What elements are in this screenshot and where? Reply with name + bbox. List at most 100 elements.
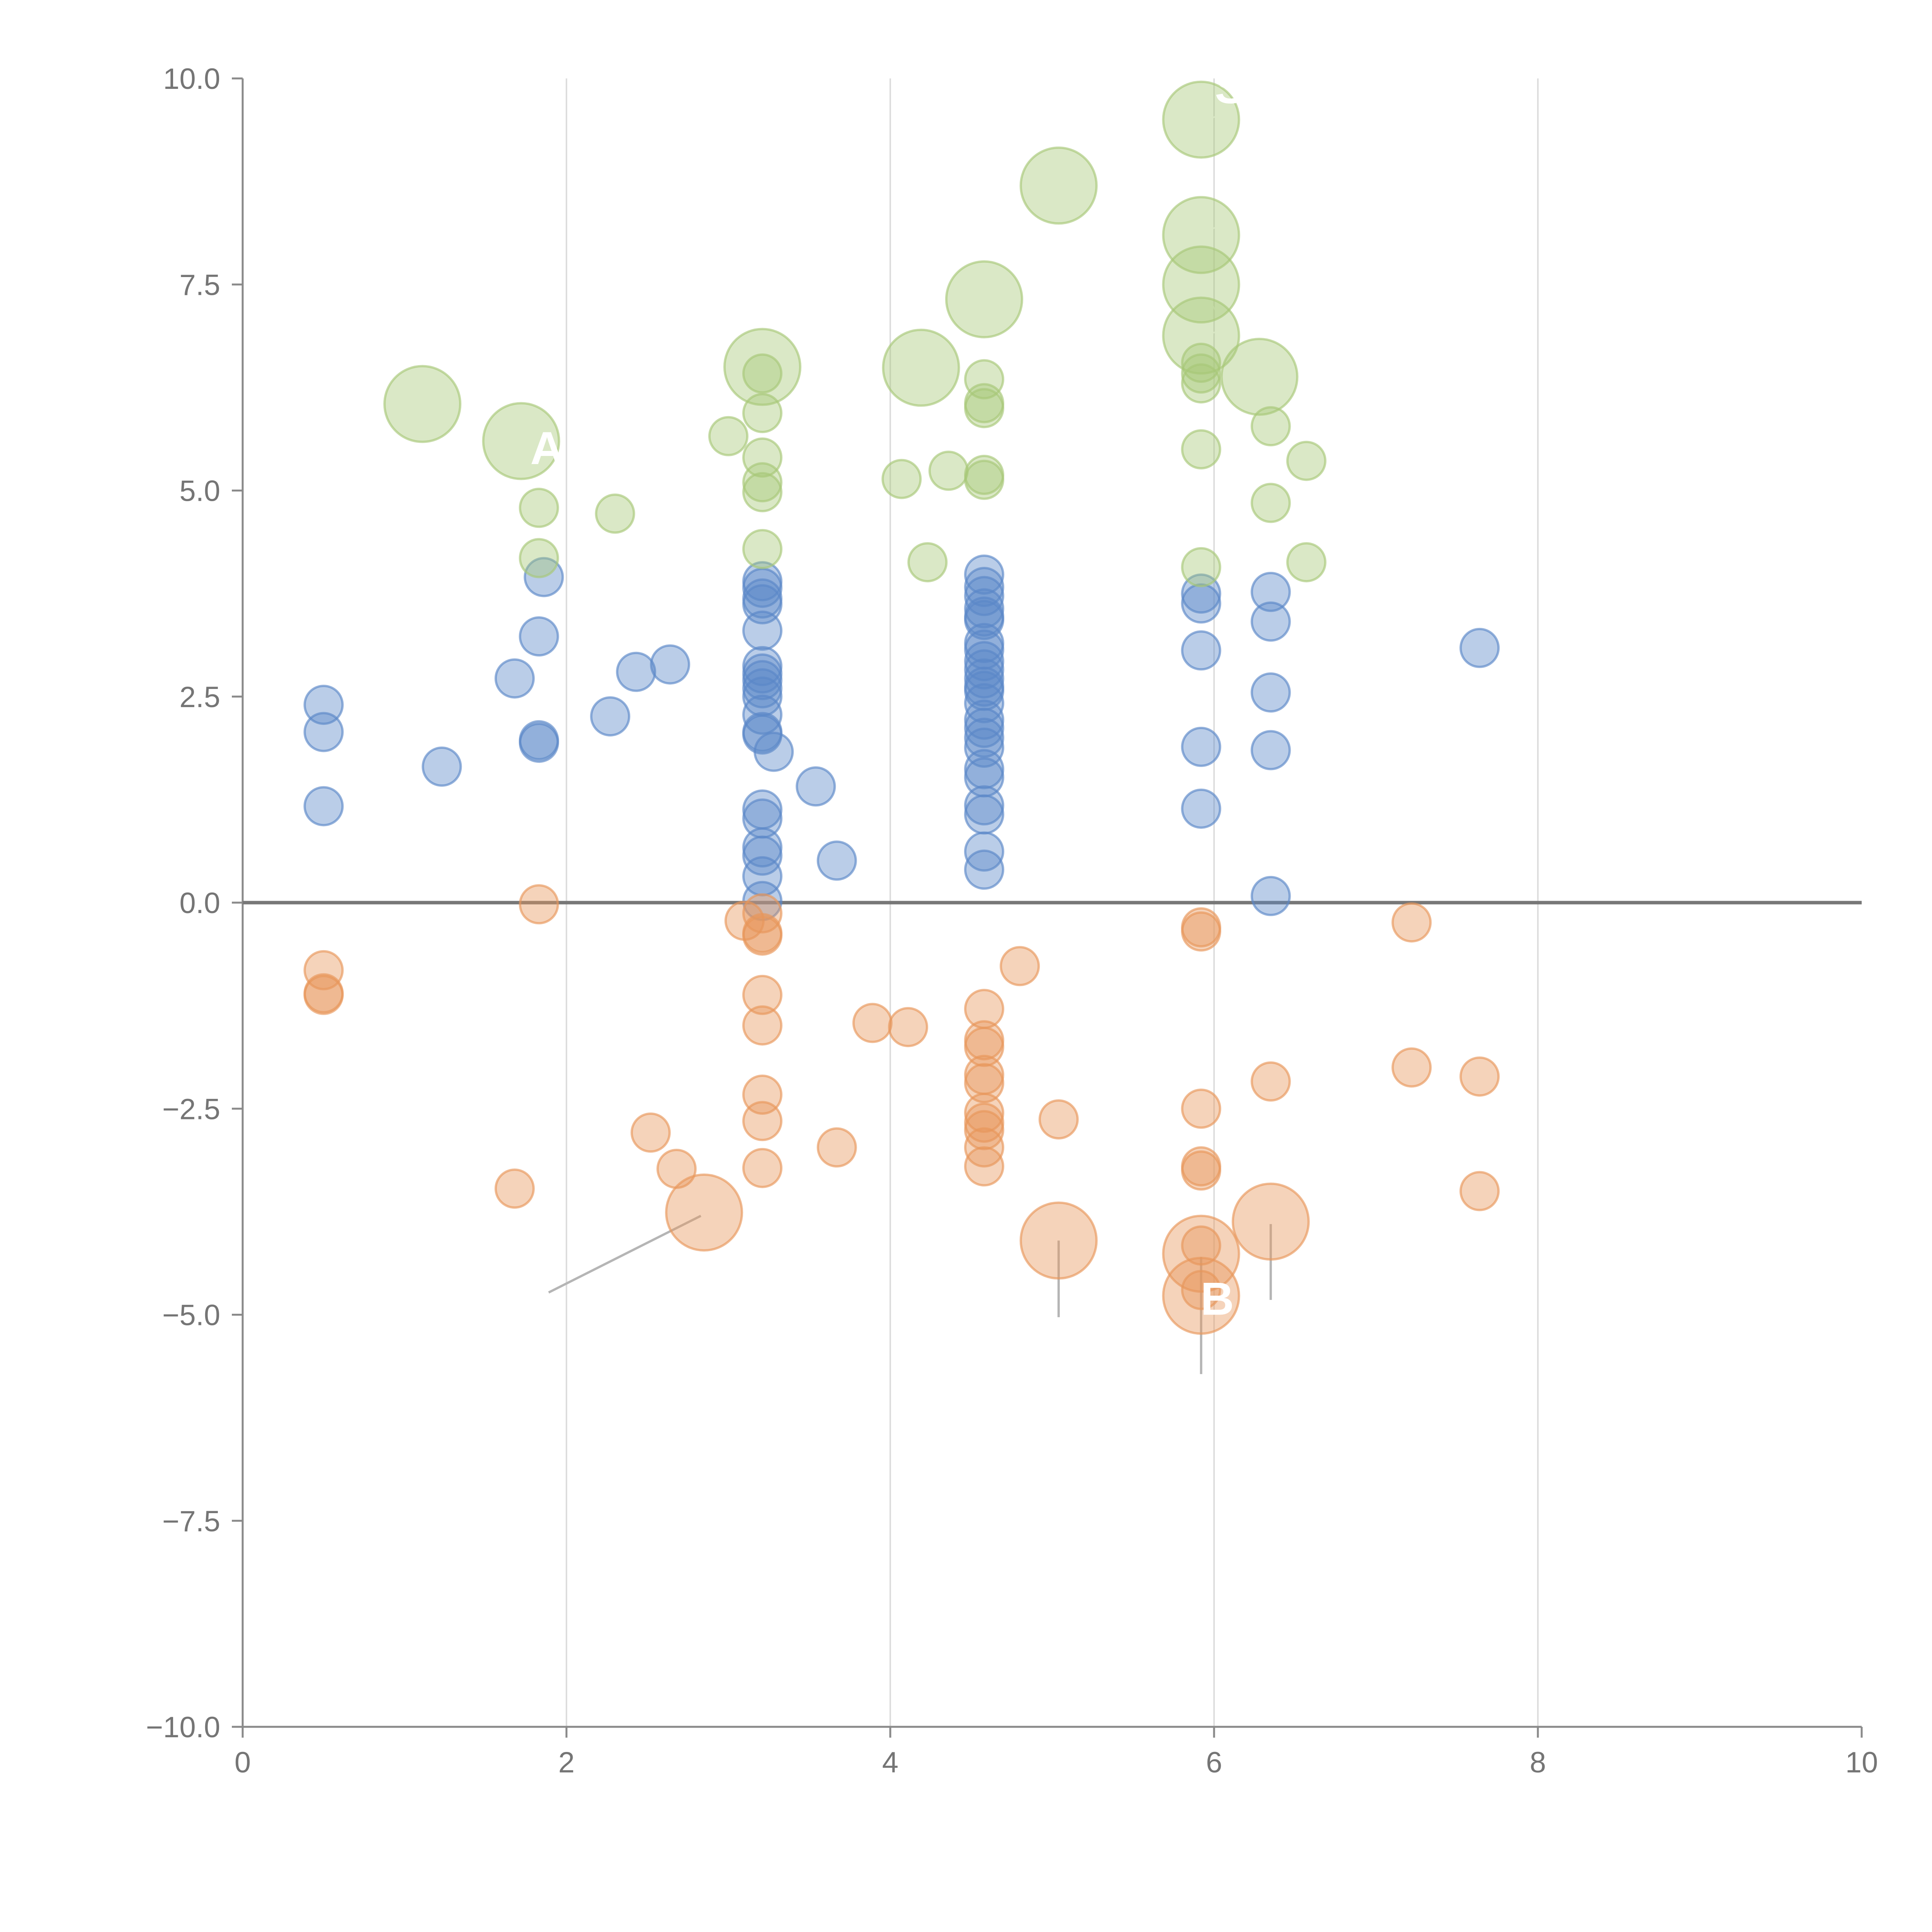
y-tick-label: 2.5 xyxy=(179,681,220,714)
blue-point xyxy=(519,723,559,763)
green-point xyxy=(1162,80,1240,159)
x-tick-label: 8 xyxy=(1530,1746,1546,1779)
orange-point xyxy=(1038,1099,1079,1139)
annotation-label: B xyxy=(1201,1273,1234,1325)
blue-point xyxy=(650,644,690,685)
blue-point xyxy=(590,696,631,736)
series-green xyxy=(383,80,1327,587)
blue-point xyxy=(816,840,857,881)
green-point xyxy=(519,488,559,528)
leader-line xyxy=(548,1214,702,1294)
green-point xyxy=(1250,483,1291,523)
blue-point xyxy=(303,685,344,725)
green-point xyxy=(1181,429,1221,469)
green-point xyxy=(1286,542,1327,583)
blue-point xyxy=(1250,876,1291,916)
blue-point xyxy=(1181,583,1221,624)
orange-point xyxy=(1391,902,1432,943)
y-tick-label: −10.0 xyxy=(146,1711,220,1744)
y-tick-label: −7.5 xyxy=(162,1505,220,1538)
green-point xyxy=(1181,342,1221,383)
green-point xyxy=(742,462,782,503)
orange-point xyxy=(1459,1171,1500,1211)
blue-point xyxy=(519,616,559,657)
blue-point xyxy=(796,766,836,807)
blue-point xyxy=(616,651,656,692)
blue-point xyxy=(964,849,1005,890)
orange-point xyxy=(1231,1182,1310,1261)
annotation-layer: A B S xyxy=(530,61,1246,1325)
leader-line-white xyxy=(920,369,972,401)
green-point xyxy=(723,328,801,406)
blue-point xyxy=(1250,571,1291,612)
green-point xyxy=(881,459,922,499)
y-tick-label: 7.5 xyxy=(179,269,220,301)
green-point xyxy=(945,260,1024,338)
green-point xyxy=(964,359,1005,400)
leader-line-white xyxy=(762,342,786,364)
green-point xyxy=(882,328,960,407)
green-point xyxy=(928,451,969,491)
orange-point xyxy=(1391,1047,1432,1088)
orange-point xyxy=(964,1092,1005,1133)
orange-point xyxy=(1459,1056,1500,1097)
orange-point xyxy=(816,1127,857,1168)
tick-layer: 0 2 4 6 8 10 10.0 7.5 5.0 2.5 0.0 −2.5 −5.0 −7.5 −10.0 xyxy=(146,63,1878,1779)
blue-point xyxy=(964,576,1005,616)
green-point xyxy=(742,353,782,394)
orange-point xyxy=(742,975,782,1015)
series-orange xyxy=(303,884,1500,1335)
blue-point xyxy=(753,731,794,772)
orange-point xyxy=(1181,1270,1221,1310)
blue-point xyxy=(1181,726,1221,767)
y-tick-label: 5.0 xyxy=(179,475,220,508)
orange-point xyxy=(742,1148,782,1188)
orange-point xyxy=(630,1112,671,1153)
orange-point xyxy=(964,1146,1005,1187)
leader-line-white xyxy=(1201,222,1239,232)
blue-point xyxy=(1250,672,1291,713)
x-tick-label: 0 xyxy=(235,1746,251,1779)
green-point xyxy=(1181,353,1221,394)
orange-point xyxy=(742,1101,782,1141)
green-point xyxy=(1181,363,1221,404)
green-point xyxy=(519,538,559,578)
y-tick-label: 0.0 xyxy=(179,887,220,920)
green-point xyxy=(1181,547,1221,587)
orange-point xyxy=(964,1063,1005,1104)
blue-point xyxy=(422,747,462,787)
blue-point xyxy=(1250,601,1291,642)
annotation-label: S xyxy=(1215,61,1246,113)
orange-point xyxy=(1181,911,1221,952)
orange-point xyxy=(1181,1088,1221,1129)
blue-point xyxy=(1181,630,1221,671)
green-point xyxy=(1286,440,1327,481)
blue-point xyxy=(1250,730,1291,770)
x-tick-label: 4 xyxy=(882,1746,898,1779)
green-point xyxy=(1162,296,1240,375)
orange-point xyxy=(1162,1214,1240,1293)
orange-point xyxy=(888,1007,929,1048)
green-point xyxy=(595,493,635,534)
orange-point xyxy=(1162,1257,1240,1335)
orange-point xyxy=(1250,1061,1291,1102)
green-point xyxy=(742,393,782,433)
orange-point xyxy=(742,1005,782,1046)
blue-point xyxy=(964,785,1005,826)
green-point xyxy=(907,542,948,583)
annotation-label: A xyxy=(530,422,564,474)
green-point xyxy=(742,472,782,512)
y-tick-label: −2.5 xyxy=(162,1093,220,1126)
green-point xyxy=(1250,406,1291,447)
blue-point xyxy=(964,554,1005,595)
orange-point xyxy=(964,1110,1005,1150)
blue-point xyxy=(1181,788,1221,829)
blue-point xyxy=(964,718,1005,758)
blue-point xyxy=(303,786,344,827)
orange-point xyxy=(852,1003,893,1043)
orange-point xyxy=(519,884,559,925)
blue-point xyxy=(964,600,1005,640)
green-point xyxy=(708,416,748,456)
leader-line-white xyxy=(422,374,446,401)
